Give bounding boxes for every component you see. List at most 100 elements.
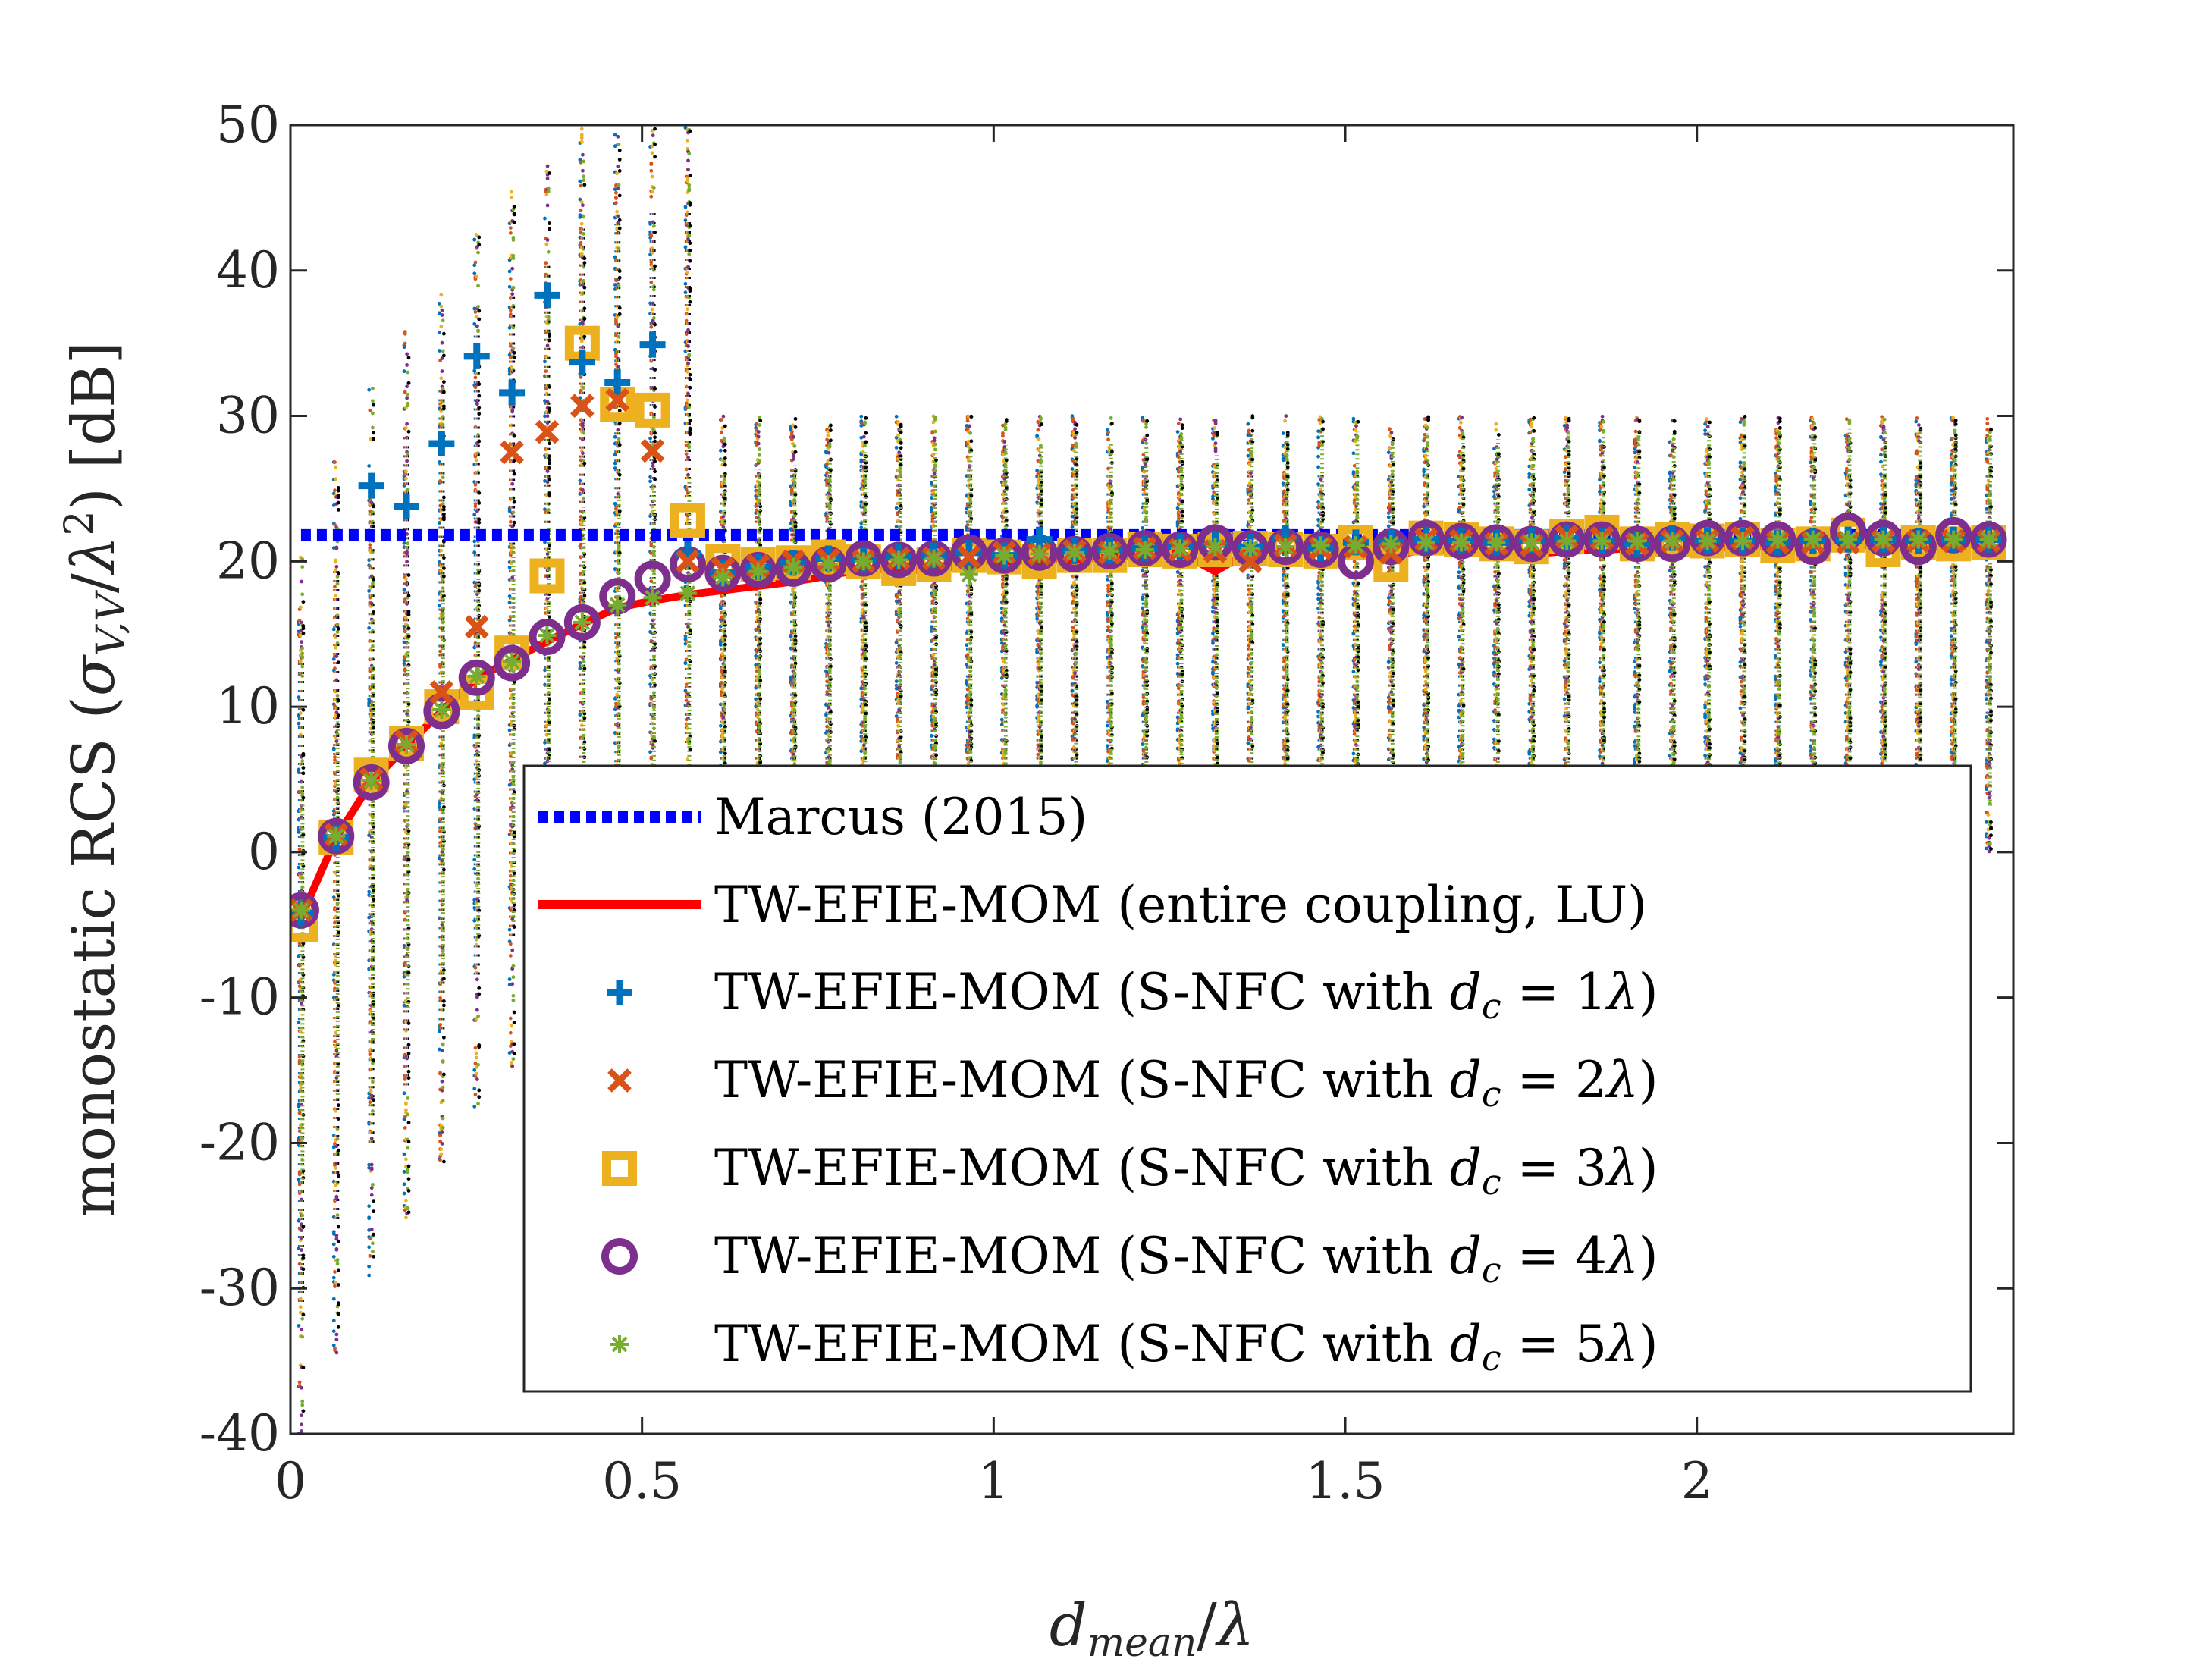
scatter-dot [406, 1140, 411, 1144]
scatter-dot [650, 151, 654, 155]
scatter-dot [617, 443, 622, 447]
scatter-dot [686, 344, 690, 348]
scatter-dot [441, 1060, 445, 1064]
scatter-dot [859, 414, 864, 419]
scatter-dot [405, 712, 409, 717]
scatter-dot [438, 996, 442, 1000]
scatter-dot [367, 1215, 372, 1220]
scatter-dot [582, 174, 586, 179]
scatter-dot [331, 627, 336, 632]
scatter-dot [402, 541, 406, 545]
scatter-dot [473, 482, 478, 487]
scatter-dot [298, 711, 303, 715]
scatter-dot [404, 476, 408, 481]
scatter-dot [688, 287, 692, 291]
scatter-dot [441, 505, 446, 509]
scatter-dot [510, 292, 515, 296]
scatter-dot [301, 624, 306, 628]
scatter-dot [439, 592, 444, 597]
scatter-dot [545, 164, 550, 168]
scatter-dot [367, 1204, 372, 1209]
scatter-dot [301, 795, 306, 800]
scatter-dot [544, 242, 549, 246]
scatter-dot [827, 450, 831, 455]
scatter-dot [406, 429, 411, 434]
scatter-dot [335, 623, 340, 627]
scatter-dot [969, 439, 974, 444]
scatter-dot [651, 569, 656, 574]
scatter-dot [405, 552, 409, 556]
scatter-dot [651, 224, 656, 228]
scatter-dot [333, 1270, 337, 1274]
scatter-dot [720, 418, 723, 422]
scatter-dot [793, 416, 798, 421]
scatter-dot [300, 1001, 303, 1005]
scatter-dot [334, 645, 338, 650]
scatter-dot [507, 728, 512, 732]
scatter-dot [300, 759, 305, 763]
scatter-dot [440, 308, 444, 312]
scatter-dot [508, 231, 513, 235]
scatter-dot [617, 226, 622, 231]
scatter-dot [617, 546, 621, 550]
scatter-dot [546, 315, 551, 319]
scatter-dot [507, 601, 512, 605]
scatter-dot [543, 414, 547, 419]
scatter-dot [649, 756, 654, 761]
scatter-dot [579, 200, 584, 204]
scatter-dot [545, 469, 550, 473]
scatter-dot [648, 301, 652, 306]
scatter-dot [368, 687, 372, 691]
scatter-dot [301, 631, 306, 635]
scatter-dot [331, 1319, 336, 1323]
scatter-dot [406, 1076, 411, 1080]
scatter-dot [474, 1051, 478, 1055]
scatter-dot [297, 865, 301, 870]
scatter-dot [688, 428, 692, 432]
scatter-dot [477, 491, 482, 495]
scatter-dot [651, 551, 656, 556]
scatter-dot [543, 668, 547, 673]
scatter-dot [578, 321, 582, 326]
scatter-dot [404, 830, 408, 834]
scatter-dot [369, 1167, 374, 1171]
scatter-dot [510, 1061, 513, 1065]
scatter-dot [406, 1206, 410, 1210]
scatter-dot [404, 1215, 408, 1220]
scatter-dot [441, 1099, 445, 1103]
scatter-dot [333, 920, 337, 925]
scatter-dot [403, 341, 407, 346]
scatter-dot [477, 412, 482, 416]
scatter-dot [511, 286, 516, 290]
scatter-dot [336, 1003, 340, 1008]
scatter-dot [336, 1103, 340, 1108]
scatter-dot [617, 169, 622, 173]
scatter-dot [684, 443, 689, 447]
scatter-dot [930, 496, 933, 500]
scatter-dot [653, 127, 657, 131]
scatter-dot [300, 646, 305, 651]
scatter-dot [613, 283, 617, 287]
scatter-dot [372, 1209, 376, 1214]
scatter-dot [297, 830, 301, 834]
scatter-dot [1040, 698, 1044, 703]
scatter-dot [507, 284, 512, 289]
scatter-dot [336, 1303, 340, 1306]
scatter-dot [441, 574, 446, 579]
scatter-dot [512, 205, 516, 209]
scatter-dot [826, 434, 830, 437]
scatter-dot [582, 285, 587, 290]
scatter-dot [406, 702, 411, 707]
scatter-dot [368, 1237, 372, 1241]
scatter-dot [579, 221, 584, 226]
scatter-dot [723, 456, 727, 460]
scatter-dot [333, 1346, 337, 1350]
scatter-dot [756, 624, 761, 629]
scatter-dot [718, 607, 723, 610]
scatter-dot [297, 721, 301, 726]
scatter-dot [334, 713, 338, 718]
scatter-dot [616, 214, 620, 218]
scatter-dot [758, 459, 761, 463]
scatter-dot [333, 585, 337, 589]
scatter-dot [336, 571, 340, 575]
